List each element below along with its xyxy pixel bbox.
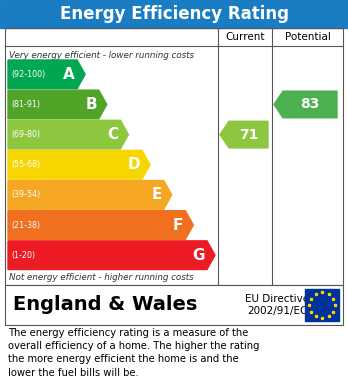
Text: (1-20): (1-20) (11, 251, 35, 260)
Text: EU Directive
2002/91/EC: EU Directive 2002/91/EC (245, 294, 309, 316)
Text: Energy Efficiency Rating: Energy Efficiency Rating (60, 5, 288, 23)
Text: (81-91): (81-91) (11, 100, 40, 109)
Polygon shape (274, 91, 337, 118)
Polygon shape (8, 151, 150, 179)
Text: Potential: Potential (285, 32, 331, 42)
Text: G: G (192, 248, 205, 263)
Text: D: D (127, 157, 140, 172)
Bar (5, 285, 343, 325)
Polygon shape (8, 181, 172, 209)
Polygon shape (8, 120, 128, 149)
Text: F: F (173, 217, 183, 233)
Text: Not energy efficient - higher running costs: Not energy efficient - higher running co… (9, 273, 193, 283)
Polygon shape (8, 241, 215, 269)
Text: (55-68): (55-68) (11, 160, 40, 169)
Text: (92-100): (92-100) (11, 70, 45, 79)
Polygon shape (8, 60, 85, 89)
Polygon shape (8, 90, 107, 119)
Bar (5, 28, 343, 285)
Bar (0, 0, 348, 28)
Text: 83: 83 (300, 97, 320, 111)
Text: E: E (151, 187, 162, 203)
Text: The energy efficiency rating is a measure of the
overall efficiency of a home. T: The energy efficiency rating is a measur… (8, 328, 260, 378)
Polygon shape (8, 211, 193, 239)
Bar (305, 289, 339, 321)
Text: B: B (85, 97, 97, 112)
Text: Very energy efficient - lower running costs: Very energy efficient - lower running co… (9, 50, 194, 59)
Polygon shape (220, 121, 268, 148)
Text: C: C (107, 127, 118, 142)
Text: A: A (63, 67, 75, 82)
Text: England & Wales: England & Wales (13, 296, 197, 314)
Text: 71: 71 (239, 127, 258, 142)
Text: Current: Current (225, 32, 265, 42)
Text: (39-54): (39-54) (11, 190, 40, 199)
Text: (69-80): (69-80) (11, 130, 40, 139)
Text: (21-38): (21-38) (11, 221, 40, 230)
